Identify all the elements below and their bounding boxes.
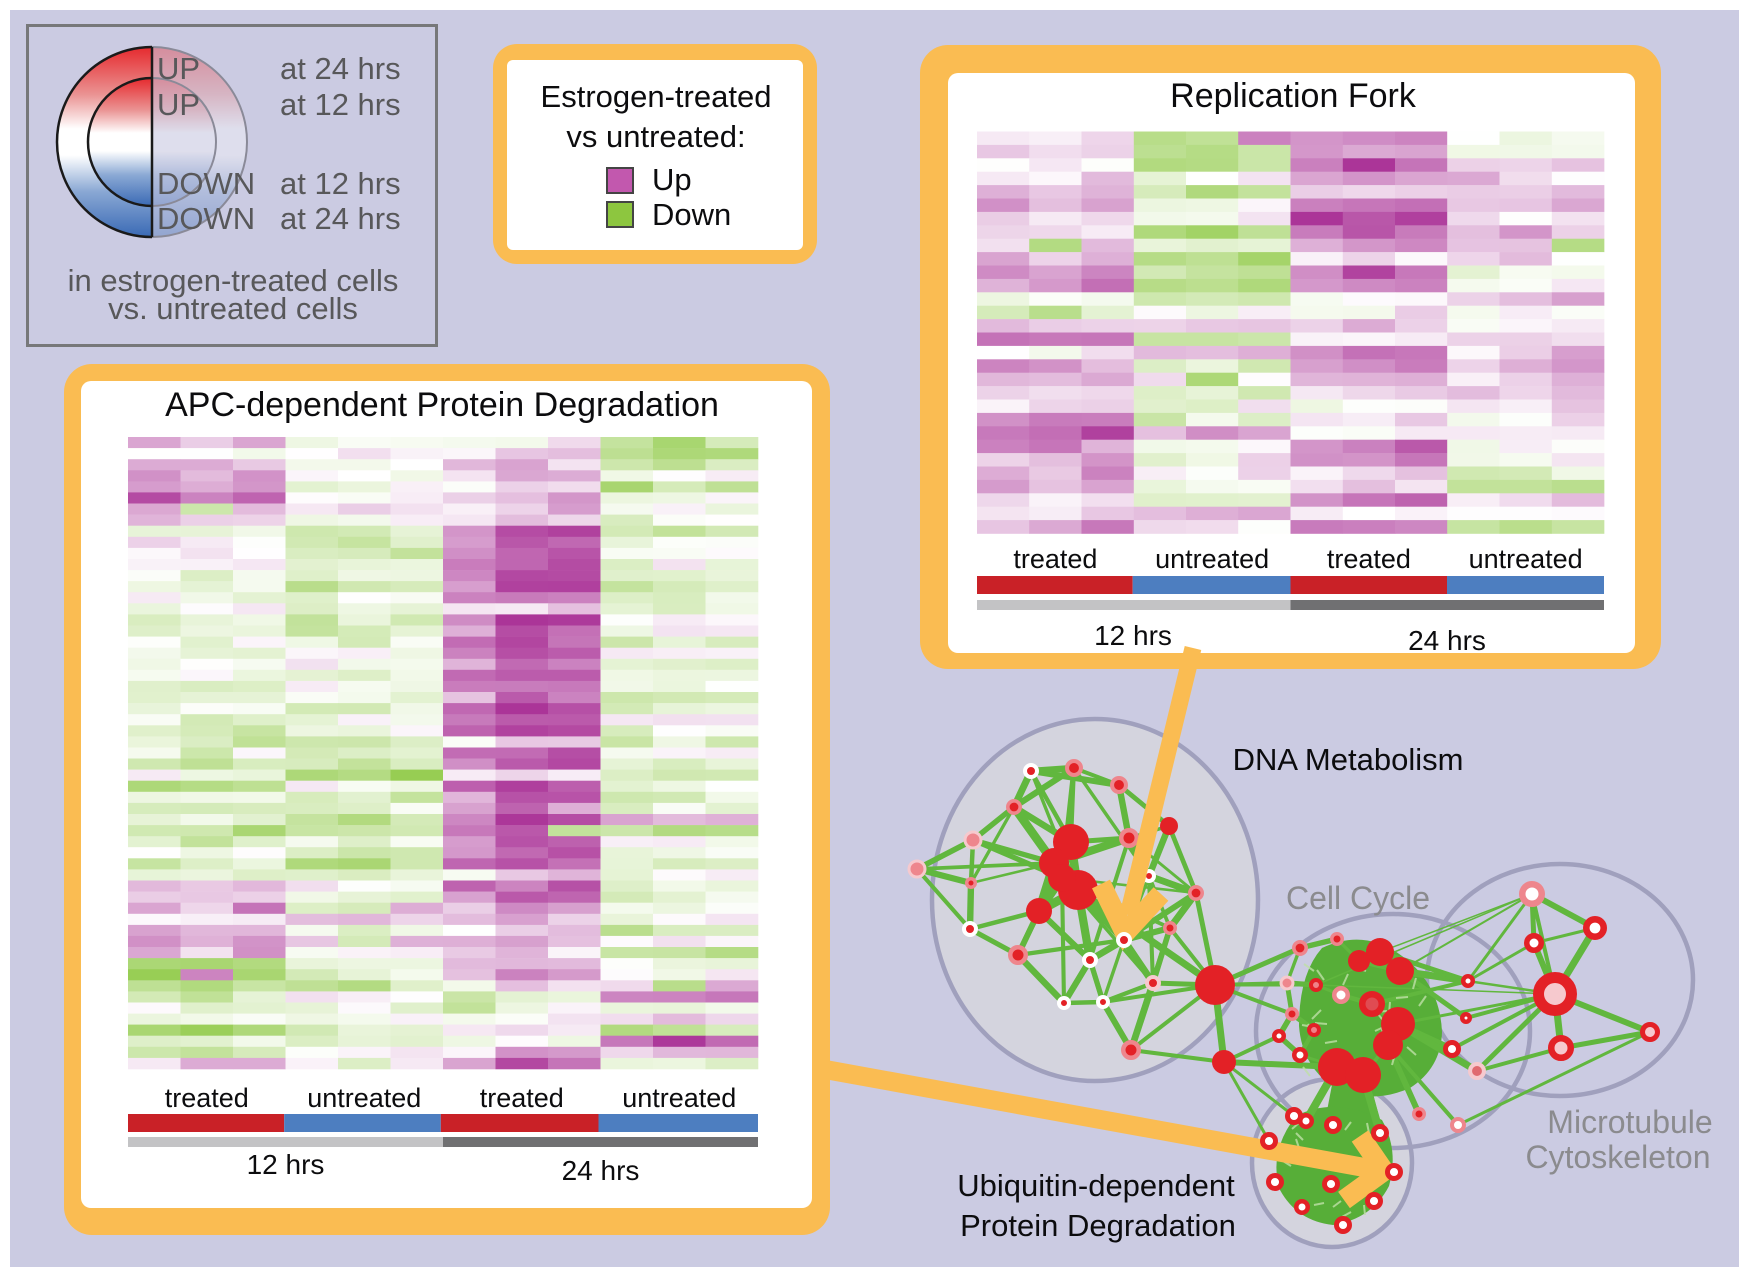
svg-text:Cell Cycle: Cell Cycle bbox=[1286, 880, 1430, 916]
svg-text:Cytoskeleton: Cytoskeleton bbox=[1526, 1139, 1711, 1175]
svg-text:Up: Up bbox=[652, 162, 692, 197]
svg-text:Protein Degradation: Protein Degradation bbox=[960, 1208, 1236, 1243]
svg-text:treated: treated bbox=[480, 1083, 564, 1113]
svg-text:untreated: untreated bbox=[1155, 544, 1269, 574]
svg-text:at 24 hrs: at 24 hrs bbox=[280, 201, 401, 236]
svg-text:APC-dependent Protein Degradat: APC-dependent Protein Degradation bbox=[165, 386, 719, 424]
svg-text:vs. untreated cells: vs. untreated cells bbox=[108, 291, 358, 326]
svg-text:DOWN: DOWN bbox=[157, 166, 255, 201]
svg-text:at 24 hrs: at 24 hrs bbox=[280, 51, 401, 86]
svg-text:untreated: untreated bbox=[622, 1083, 736, 1113]
svg-text:Estrogen-treated: Estrogen-treated bbox=[541, 79, 772, 114]
svg-text:Down: Down bbox=[652, 197, 731, 232]
svg-text:treated: treated bbox=[165, 1083, 249, 1113]
svg-text:24 hrs: 24 hrs bbox=[1408, 625, 1486, 656]
svg-text:Replication Fork: Replication Fork bbox=[1170, 77, 1417, 115]
svg-text:vs untreated:: vs untreated: bbox=[566, 119, 745, 154]
svg-text:at 12 hrs: at 12 hrs bbox=[280, 166, 401, 201]
svg-text:UP: UP bbox=[157, 51, 200, 86]
svg-text:12 hrs: 12 hrs bbox=[1094, 620, 1172, 651]
svg-text:24 hrs: 24 hrs bbox=[562, 1155, 640, 1186]
svg-text:untreated: untreated bbox=[1469, 544, 1583, 574]
svg-text:treated: treated bbox=[1013, 544, 1097, 574]
svg-text:12 hrs: 12 hrs bbox=[247, 1149, 325, 1180]
svg-text:treated: treated bbox=[1327, 544, 1411, 574]
svg-text:UP: UP bbox=[157, 87, 200, 122]
svg-text:DOWN: DOWN bbox=[157, 201, 255, 236]
svg-text:in estrogen-treated cells: in estrogen-treated cells bbox=[68, 263, 399, 298]
svg-text:DNA Metabolism: DNA Metabolism bbox=[1233, 742, 1464, 777]
svg-text:at 12 hrs: at 12 hrs bbox=[280, 87, 401, 122]
svg-text:Ubiquitin-dependent: Ubiquitin-dependent bbox=[957, 1168, 1235, 1203]
svg-text:Microtubule: Microtubule bbox=[1547, 1104, 1712, 1140]
svg-text:untreated: untreated bbox=[307, 1083, 421, 1113]
